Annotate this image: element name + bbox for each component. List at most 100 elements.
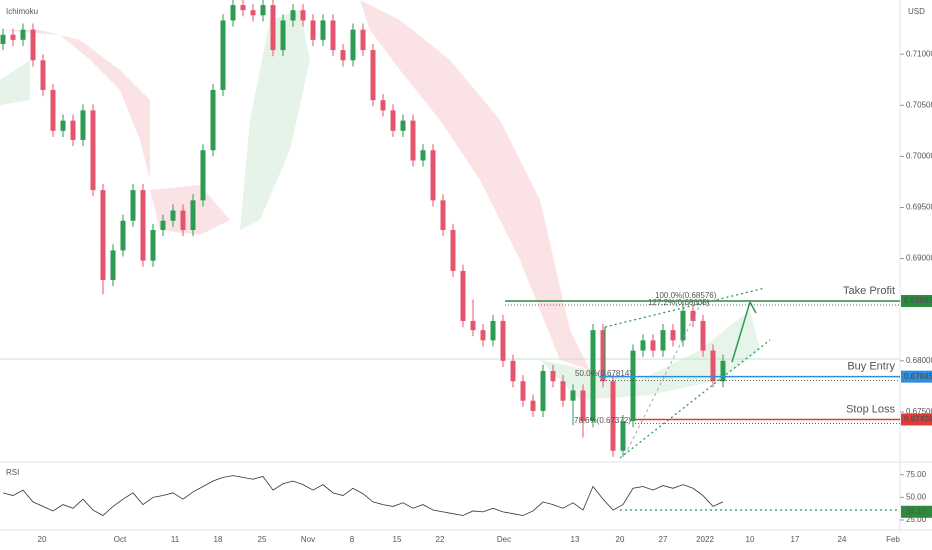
- candle-body: [450, 229, 456, 271]
- candle-body: [110, 250, 116, 281]
- candle-body: [90, 110, 96, 191]
- currency-label: USD: [908, 7, 925, 16]
- cloud-red: [0, 30, 150, 180]
- x-tick-label: 11: [171, 535, 180, 544]
- drawings: [604, 287, 900, 511]
- candle-body: [150, 229, 156, 261]
- candle-body: [670, 330, 676, 341]
- candle-body: [130, 190, 136, 221]
- candle-body: [360, 29, 366, 51]
- level-price-box: [901, 370, 932, 383]
- candle-body: [330, 20, 336, 51]
- candle-body: [40, 60, 46, 90]
- x-tick-label: Nov: [301, 535, 315, 544]
- fib-label: 78.6%(0.67372): [574, 416, 631, 425]
- trend-line: [619, 339, 771, 459]
- candle-body: [460, 270, 466, 321]
- candle-body: [200, 150, 206, 201]
- candle-body: [340, 50, 346, 61]
- candle-body: [610, 381, 616, 451]
- arrow: [749, 301, 757, 314]
- candle-body: [210, 89, 216, 151]
- x-tick-label: Oct: [114, 535, 127, 544]
- rsi-tick-label: 75.00: [906, 470, 927, 479]
- candle-body: [390, 110, 396, 131]
- x-tick-label: Dec: [497, 535, 511, 544]
- candle-body: [470, 320, 476, 331]
- candle-body: [310, 20, 316, 40]
- candle-body: [140, 190, 146, 261]
- x-tick-label: 2022: [696, 535, 714, 544]
- x-tick-label: 22: [436, 535, 445, 544]
- rsi-line: [2, 475, 724, 516]
- candle-body: [100, 190, 106, 281]
- candle-body: [570, 390, 576, 401]
- candle-body: [420, 150, 426, 161]
- candle-body: [290, 10, 296, 21]
- level-price: 0.67845: [904, 372, 932, 381]
- x-tick-label: 24: [838, 535, 847, 544]
- candle-body: [480, 330, 486, 341]
- candle-body: [260, 5, 266, 16]
- x-tick-label: 13: [571, 535, 580, 544]
- candle-body: [270, 5, 276, 51]
- candle-body: [700, 320, 706, 351]
- cloud-red: [360, 0, 590, 370]
- rsi-tick-label: 25.00: [906, 515, 927, 524]
- fib-label: 50.0%(0.67814): [575, 369, 632, 378]
- candle-body: [20, 29, 26, 40]
- x-tick-label: 20: [38, 535, 47, 544]
- fib-label: 127.2%(0.68605): [648, 298, 710, 307]
- candle-body: [710, 350, 716, 382]
- fib-line: [624, 304, 701, 456]
- level-price-box: [901, 295, 932, 308]
- candle-body: [180, 210, 186, 230]
- level-price: 0.67426: [904, 415, 932, 424]
- x-tick-label: 10: [746, 535, 755, 544]
- y-tick-label: 0.67500: [906, 407, 932, 416]
- arrow: [731, 301, 751, 363]
- candle-body: [70, 120, 76, 141]
- candle-body: [320, 20, 326, 40]
- candle-body: [590, 330, 596, 422]
- cloud-green: [0, 60, 30, 105]
- candle-body: [300, 10, 306, 21]
- candle-body: [640, 340, 646, 351]
- x-tick-label: Feb: [886, 535, 900, 544]
- candle-body: [160, 220, 166, 230]
- candle-body: [350, 29, 356, 61]
- candle-body: [520, 381, 526, 401]
- candle-body: [120, 220, 126, 251]
- candle-body: [410, 120, 416, 161]
- candle-body: [600, 330, 606, 382]
- rsi-level-box: [901, 505, 932, 518]
- candle-body: [490, 320, 496, 341]
- candle-body: [240, 5, 246, 11]
- x-tick-label: 20: [616, 535, 625, 544]
- candle-body: [380, 100, 386, 111]
- candle-body: [560, 381, 566, 401]
- candle-body: [530, 400, 536, 411]
- candle-body: [400, 120, 406, 131]
- level-price: 0.68585: [904, 296, 932, 305]
- cloud-red: [150, 185, 230, 235]
- candle-body: [500, 320, 506, 361]
- candle-body: [440, 200, 446, 230]
- candle-body: [250, 10, 256, 16]
- rsi-label: RSI: [6, 468, 19, 477]
- x-tick-label: 17: [791, 535, 800, 544]
- x-tick-label: 8: [350, 535, 355, 544]
- level-price-box: [901, 413, 932, 426]
- candle-body: [430, 150, 436, 201]
- candle-body: [220, 20, 226, 90]
- level-name: Buy Entry: [847, 361, 895, 373]
- level-name: Take Profit: [843, 285, 895, 297]
- x-tick-label: 25: [258, 535, 267, 544]
- candle-body: [10, 34, 16, 40]
